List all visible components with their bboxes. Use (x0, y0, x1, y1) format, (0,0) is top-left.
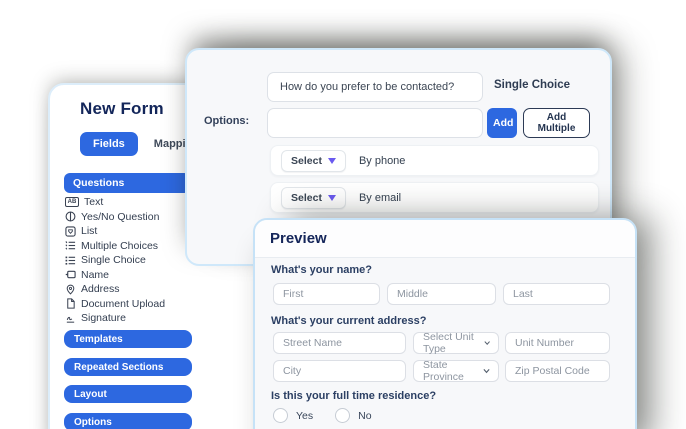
field-item-multiple-choices[interactable]: Multiple Choices (65, 239, 165, 254)
radio-no-label: No (358, 409, 372, 422)
option-value: By email (358, 191, 402, 204)
chevron-down-icon (327, 194, 336, 201)
street-name-field[interactable] (273, 332, 406, 354)
field-item-document-upload[interactable]: Document Upload (65, 297, 165, 312)
question-text-input[interactable] (267, 72, 483, 102)
field-item-label: Text (84, 196, 104, 209)
field-type-list: AB Text Yes/No Question List Multiple Ch… (65, 195, 165, 326)
first-name-field[interactable] (273, 283, 380, 305)
field-item-label: Multiple Choices (81, 239, 159, 252)
state-province-select[interactable]: State Province (413, 359, 499, 383)
field-item-label: Address (81, 283, 120, 296)
residence-radio-group: Yes No (273, 408, 386, 423)
field-item-label: Single Choice (81, 254, 146, 267)
options-label: Options: (204, 115, 250, 127)
templates-button[interactable]: Templates (64, 330, 192, 348)
field-item-label: Document Upload (81, 297, 166, 310)
select-label: Select (291, 154, 322, 167)
select-label: Select (291, 191, 322, 204)
unit-type-select-value: Select Unit Type (423, 331, 474, 355)
field-item-label: List (81, 225, 98, 238)
new-option-input[interactable] (267, 108, 483, 138)
field-item-single-choice[interactable]: Single Choice (65, 253, 165, 268)
preview-panel: Preview What's your name? What's your cu… (253, 218, 637, 429)
field-item-name[interactable]: Name (65, 268, 165, 283)
middle-name-field[interactable] (387, 283, 496, 305)
field-item-signature[interactable]: Signature (65, 311, 165, 326)
unit-number-field[interactable] (505, 332, 610, 354)
field-item-list[interactable]: List (65, 224, 165, 239)
field-item-label: Yes/No Question (81, 210, 160, 223)
unit-type-select[interactable]: Select Unit Type (413, 331, 499, 355)
page-title: New Form (80, 99, 164, 118)
address-pin-icon (66, 284, 75, 295)
options-button[interactable]: Options (64, 413, 192, 429)
chevron-down-icon (484, 341, 490, 346)
add-option-button[interactable]: Add (487, 108, 517, 138)
document-upload-icon (67, 298, 75, 309)
text-field-icon: AB (65, 197, 79, 208)
field-item-label: Signature (81, 312, 126, 325)
add-multiple-button[interactable]: Add Multiple (523, 108, 590, 138)
question-type-label: Single Choice (494, 79, 571, 91)
radio-yes[interactable] (273, 408, 288, 423)
single-choice-icon (65, 256, 76, 265)
multiple-choices-icon (65, 241, 76, 250)
chevron-down-icon (483, 369, 490, 374)
field-item-text[interactable]: AB Text (65, 195, 165, 210)
field-item-address[interactable]: Address (65, 282, 165, 297)
option-row: Select By phone (270, 145, 599, 176)
repeated-sections-button[interactable]: Repeated Sections (64, 358, 192, 376)
preview-title: Preview (270, 230, 327, 247)
zip-postal-code-field[interactable] (505, 360, 610, 382)
option-row: Select By email (270, 182, 599, 213)
list-icon (65, 226, 76, 237)
radio-no[interactable] (335, 408, 351, 423)
city-field[interactable] (273, 360, 406, 382)
last-name-field[interactable] (503, 283, 610, 305)
option-value: By phone (358, 154, 406, 167)
residence-question-label: Is this your full time residence? (271, 390, 437, 402)
option-select-dropdown[interactable]: Select (281, 149, 346, 172)
chevron-down-icon (327, 157, 336, 164)
yes-no-icon (65, 211, 76, 222)
name-question-label: What's your name? (271, 264, 373, 276)
tab-fields[interactable]: Fields (80, 132, 138, 156)
field-item-label: Name (81, 268, 110, 281)
questions-section-header[interactable]: Questions (64, 173, 190, 193)
radio-yes-label: Yes (296, 409, 314, 422)
layout-button[interactable]: Layout (64, 385, 192, 403)
option-select-dropdown[interactable]: Select (281, 186, 346, 209)
address-question-label: What's your current address? (271, 315, 427, 327)
name-icon (65, 270, 76, 279)
signature-icon (66, 316, 75, 323)
field-item-yes-no[interactable]: Yes/No Question (65, 210, 165, 225)
preview-header: Preview (255, 220, 635, 258)
state-province-select-value: State Province (423, 359, 464, 383)
